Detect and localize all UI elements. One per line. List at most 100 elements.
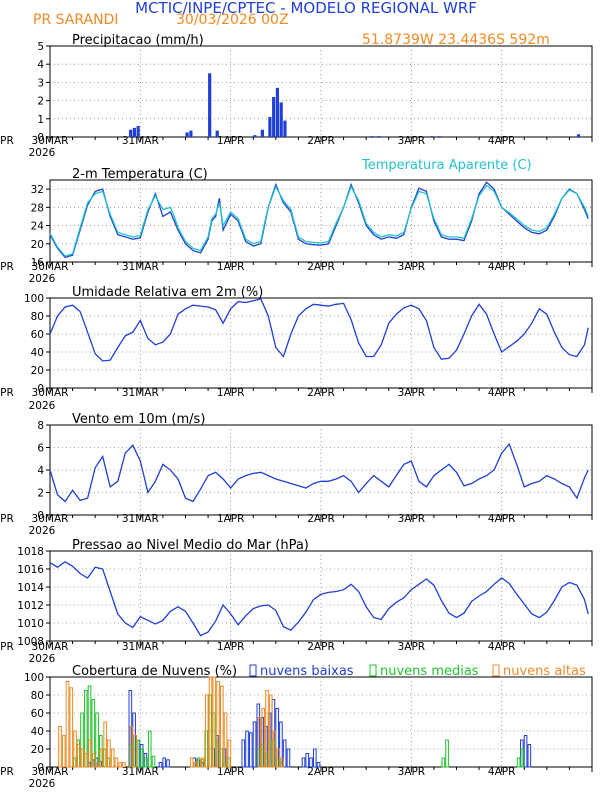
cloud-bar-green xyxy=(445,739,449,768)
cloud-bar-orange xyxy=(99,748,104,768)
y-tick-label: 4 xyxy=(37,465,44,477)
cloud-bar-blue xyxy=(166,759,170,768)
x-tick-label: 3APR xyxy=(398,641,426,653)
x-tick-label: 2APR xyxy=(307,261,335,273)
cloud-bar-orange xyxy=(276,748,281,768)
x-tick-label: 30MAR xyxy=(32,135,69,147)
cloud-bar-green xyxy=(441,757,446,768)
y-tick-label: 0 xyxy=(37,762,44,774)
cloud-bar-blue xyxy=(245,730,249,768)
precip-bar xyxy=(215,130,219,137)
cloud-bar-orange xyxy=(80,748,85,768)
x-tick-label: 2APR xyxy=(307,513,335,525)
y-tick-label: 0 xyxy=(37,132,44,144)
x-tick-label: 30MAR xyxy=(32,387,69,399)
year-label: 2026 xyxy=(29,778,56,790)
cloud-bar-green xyxy=(520,748,525,768)
x-tick-label: 4APR xyxy=(488,135,516,147)
panel-title: Vento em 10m (m/s) xyxy=(72,412,205,427)
x-tick-label: 30MAR xyxy=(32,261,69,273)
panel-title: Cobertura de Nuvens (%) xyxy=(72,664,237,679)
precip-bar xyxy=(129,129,133,137)
y-tick-label: 100 xyxy=(24,672,44,684)
cloud-bar-blue xyxy=(282,739,287,768)
x-tick-label: 5APR xyxy=(0,261,14,273)
x-tick-label: 31MAR xyxy=(122,387,159,399)
cloud-bar-orange xyxy=(69,687,74,768)
x-tick-label: 4APR xyxy=(488,641,516,653)
cloud-bar-blue xyxy=(158,762,163,768)
station-name: PR SARANDI xyxy=(33,12,118,28)
legend-label: nuvens medias xyxy=(380,664,479,679)
x-tick-label: 1APR xyxy=(217,387,245,399)
cloud-bar-orange xyxy=(208,676,213,768)
y-tick-label: 20 xyxy=(31,744,44,756)
x-tick-label: 31MAR xyxy=(122,261,159,273)
cloud-bar-blue xyxy=(316,762,321,768)
cloud-bar-orange xyxy=(189,757,194,768)
cloud-bar-blue xyxy=(527,744,532,768)
precip-bar xyxy=(437,136,441,137)
cloud-bar-blue xyxy=(252,721,257,768)
cloud-bar-green xyxy=(151,755,156,768)
cloud-bar-orange xyxy=(76,744,81,768)
cloud-bar-orange xyxy=(129,726,134,768)
series-line-blue xyxy=(49,181,589,259)
series-line-cyan xyxy=(49,184,589,257)
y-tick-label: 5 xyxy=(37,41,44,53)
cloud-bar-orange xyxy=(220,685,224,768)
precip-bar xyxy=(576,134,581,137)
y-tick-label: 20 xyxy=(31,239,44,251)
y-tick-label: 40 xyxy=(31,726,44,738)
x-tick-label: 5APR xyxy=(0,641,14,653)
x-tick-label: 2APR xyxy=(307,641,335,653)
cloud-bar-blue xyxy=(162,757,167,768)
cloud-bar-green xyxy=(136,739,141,768)
cloud-bar-orange xyxy=(257,717,262,768)
cloud-bar-blue xyxy=(523,735,528,768)
x-tick-label: 1APR xyxy=(217,261,245,273)
x-tick-label: 4APR xyxy=(488,261,516,273)
y-tick-label: 0 xyxy=(37,510,44,522)
year-label: 2026 xyxy=(29,653,56,665)
cloud-bar-orange xyxy=(265,690,269,768)
y-tick-label: 1010 xyxy=(17,618,44,630)
precip-bar xyxy=(260,129,264,137)
cloud-bar-green xyxy=(140,748,145,768)
cloud-bar-orange xyxy=(114,757,119,768)
precip-bar xyxy=(275,87,280,137)
panel-frame xyxy=(49,45,593,138)
y-tick-label: 16 xyxy=(31,257,45,269)
precip-bar xyxy=(283,120,287,137)
cloud-bar-green xyxy=(516,757,521,768)
x-tick-label: 30MAR xyxy=(32,513,69,525)
y-tick-label: 100 xyxy=(24,293,44,305)
cloud-bar-orange xyxy=(58,726,62,768)
x-tick-label: 5APR xyxy=(0,135,14,147)
y-tick-label: 32 xyxy=(31,184,44,196)
precip-bar xyxy=(369,136,374,137)
cloud-bar-orange xyxy=(193,762,198,768)
cloud-bar-orange xyxy=(92,753,96,768)
cloud-bar-orange xyxy=(118,762,123,768)
y-tick-label: 0 xyxy=(37,383,44,395)
y-tick-label: 8 xyxy=(37,420,44,432)
x-tick-label: 31MAR xyxy=(122,513,159,525)
x-tick-label: 30MAR xyxy=(32,641,69,653)
y-tick-label: 4 xyxy=(37,59,44,71)
legend-label: nuvens altas xyxy=(503,664,586,679)
cloud-bar-orange xyxy=(227,739,232,768)
cloud-bar-orange xyxy=(122,762,126,768)
y-tick-label: 3 xyxy=(37,77,44,89)
cloud-bar-green xyxy=(147,730,152,768)
cloud-bar-orange xyxy=(204,694,209,768)
precip-bar xyxy=(272,96,276,137)
cloud-bar-orange xyxy=(272,730,277,768)
year-label: 2026 xyxy=(29,273,56,285)
run-date: 30/03/2026 00Z xyxy=(176,12,289,28)
series-line-blue xyxy=(49,561,589,637)
cloud-bar-blue xyxy=(312,748,317,768)
cloud-bar-orange xyxy=(261,708,266,768)
cloud-bar-orange xyxy=(65,681,70,768)
